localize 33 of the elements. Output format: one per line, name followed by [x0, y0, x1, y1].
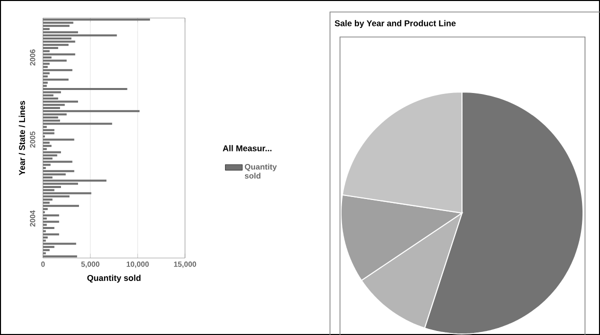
bar [43, 204, 79, 207]
bar [43, 122, 112, 125]
bar [43, 100, 78, 103]
bar [43, 88, 128, 90]
bar [43, 138, 74, 141]
bar [43, 160, 72, 163]
bar [43, 78, 69, 81]
bar [43, 34, 117, 36]
bar [43, 24, 70, 27]
bar [43, 255, 78, 258]
bar [43, 129, 54, 132]
bar [43, 242, 76, 245]
bar [43, 233, 60, 236]
y-axis-title: Year / State / Lines [18, 100, 26, 176]
bar [43, 151, 61, 154]
bar [43, 110, 140, 112]
bar [43, 60, 67, 62]
bar [43, 214, 60, 216]
bar [43, 40, 76, 43]
legend-title: All Measur... [222, 145, 272, 152]
bar [43, 154, 58, 156]
bar [43, 18, 150, 21]
chart-title: Sale by Year and Product Line [334, 20, 456, 28]
bar [43, 220, 60, 223]
bar [43, 192, 92, 194]
bar [43, 227, 54, 229]
bar [43, 180, 106, 182]
bar [43, 132, 54, 134]
x-axis-title: Quantity sold [87, 274, 140, 283]
bar [43, 69, 72, 72]
bar [43, 144, 52, 147]
bar [43, 170, 74, 172]
bar [43, 53, 76, 56]
